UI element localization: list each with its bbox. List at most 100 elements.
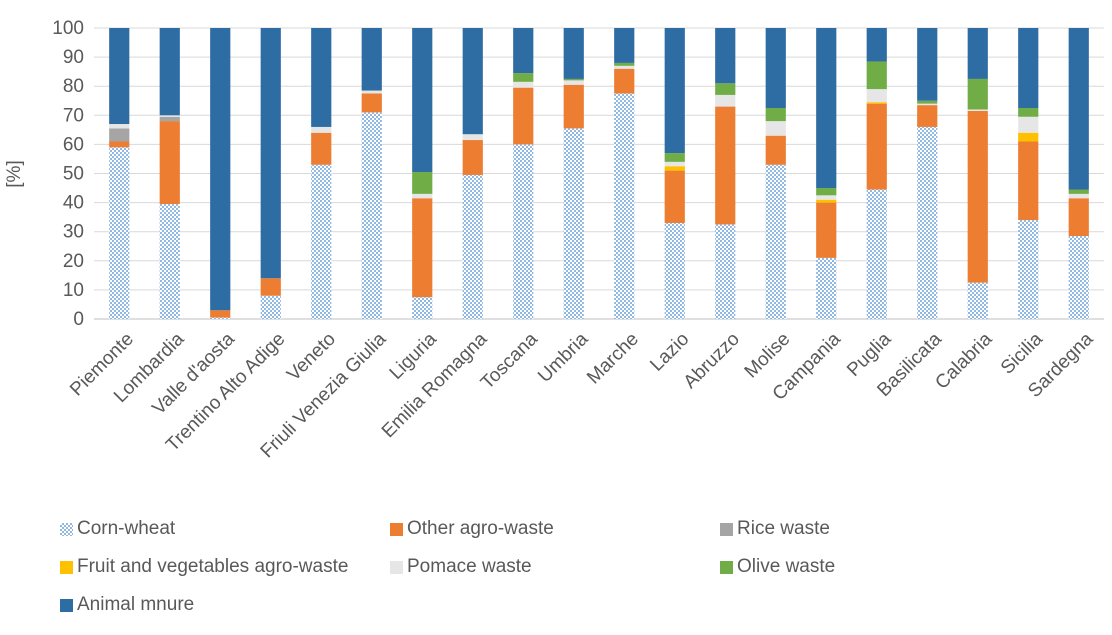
bar-segment bbox=[715, 94, 736, 107]
bar-segment bbox=[412, 172, 433, 194]
bar-segment bbox=[664, 153, 685, 162]
legend-label: Rice waste bbox=[737, 518, 830, 539]
legend-item: Other agro-waste bbox=[390, 518, 554, 540]
bar-segment bbox=[412, 28, 433, 173]
bar-segment bbox=[816, 199, 837, 203]
bar-stack bbox=[462, 28, 483, 319]
legend-item: Olive waste bbox=[720, 556, 835, 578]
bar-stack bbox=[1068, 28, 1089, 319]
legend-swatch bbox=[720, 560, 733, 574]
bar-segment bbox=[563, 80, 584, 85]
bar-segment bbox=[816, 257, 837, 319]
legend-swatch bbox=[60, 598, 73, 612]
bar-segment bbox=[1068, 193, 1089, 199]
bar-segment bbox=[361, 90, 382, 94]
bar-segment bbox=[412, 297, 433, 319]
y-tick-label: 10 bbox=[63, 280, 84, 301]
bar-segment bbox=[311, 132, 332, 165]
y-tick-label: 80 bbox=[63, 76, 84, 97]
y-axis-label: [%] bbox=[4, 160, 25, 187]
bar-segment bbox=[866, 89, 887, 103]
bar-segment bbox=[1068, 28, 1089, 190]
bar-segment bbox=[210, 28, 231, 311]
bar-segment bbox=[967, 28, 988, 79]
bar-segment bbox=[159, 116, 180, 122]
bar-segment bbox=[412, 198, 433, 298]
bar-stack bbox=[917, 28, 938, 319]
bar-segment bbox=[361, 28, 382, 91]
legend-swatch bbox=[720, 522, 733, 536]
x-tick-label: Abruzzo bbox=[680, 329, 744, 393]
bar-segment bbox=[967, 109, 988, 111]
bar-segment bbox=[664, 161, 685, 167]
bar-segment bbox=[1068, 236, 1089, 319]
bar-segment bbox=[109, 28, 130, 125]
bar-segment bbox=[311, 164, 332, 319]
bar-segment bbox=[967, 78, 988, 110]
bar-segment bbox=[1018, 28, 1039, 109]
legend-label: Corn-wheat bbox=[77, 518, 176, 539]
legend-item: Animal mnure bbox=[60, 594, 194, 616]
bar-segment bbox=[513, 28, 534, 74]
bar-segment bbox=[513, 144, 534, 319]
bar-segment bbox=[816, 188, 837, 196]
bar-segment bbox=[967, 282, 988, 319]
bar-segment bbox=[765, 121, 786, 136]
bar-stack bbox=[412, 28, 433, 319]
bar-segment bbox=[109, 147, 130, 319]
legend-label: Fruit and vegetables agro-waste bbox=[77, 556, 349, 577]
bar-segment bbox=[866, 28, 887, 62]
bar-stack bbox=[159, 28, 180, 319]
bar-segment bbox=[563, 78, 584, 81]
y-tick-label: 50 bbox=[63, 164, 84, 185]
x-tick-label: Marche bbox=[583, 329, 643, 389]
x-tick-label: Umbria bbox=[534, 328, 592, 386]
bar-stack bbox=[260, 28, 281, 319]
x-tick-label: Calabria bbox=[931, 328, 996, 393]
bar-segment bbox=[664, 170, 685, 223]
y-tick-label: 20 bbox=[63, 251, 84, 272]
bar-segment bbox=[715, 28, 736, 84]
bar-stack bbox=[311, 28, 332, 319]
bar-segment bbox=[1068, 189, 1089, 194]
y-tick-label: 90 bbox=[63, 47, 84, 68]
legend-swatch bbox=[60, 522, 73, 536]
bar-segment bbox=[664, 28, 685, 154]
y-tick-label: 0 bbox=[73, 309, 84, 330]
bar-stack bbox=[816, 28, 837, 319]
y-tick-label: 70 bbox=[63, 105, 84, 126]
bar-segment bbox=[1068, 198, 1089, 237]
bar-segment bbox=[563, 128, 584, 319]
legend-label: Animal mnure bbox=[77, 594, 195, 615]
bar-segment bbox=[311, 28, 332, 127]
y-tick-label: 40 bbox=[63, 193, 84, 214]
bar-stack bbox=[361, 28, 382, 319]
bar-segment bbox=[967, 110, 988, 283]
bar-segment bbox=[513, 87, 534, 145]
bar-segment bbox=[1018, 220, 1039, 319]
bar-segment bbox=[664, 222, 685, 319]
bar-segment bbox=[260, 278, 281, 296]
bar-segment bbox=[614, 62, 635, 66]
bar-stack bbox=[664, 28, 685, 319]
bar-segment bbox=[210, 317, 231, 319]
bar-segment bbox=[1018, 132, 1039, 142]
bar-segment bbox=[159, 115, 180, 117]
gridlines bbox=[94, 27, 1104, 320]
x-tick-label: Toscana bbox=[477, 328, 542, 393]
bar-segment bbox=[866, 103, 887, 190]
bar-segment bbox=[917, 28, 938, 101]
bar-segment bbox=[462, 174, 483, 319]
bar-segment bbox=[462, 134, 483, 141]
bar-segment bbox=[614, 28, 635, 63]
bar-segment bbox=[513, 81, 534, 88]
legend-item: Fruit and vegetables agro-waste bbox=[60, 556, 348, 578]
bar-segment bbox=[765, 135, 786, 165]
bar-stack bbox=[109, 28, 130, 319]
bar-segment bbox=[159, 121, 180, 205]
bar-segment bbox=[563, 84, 584, 129]
bar-segment bbox=[816, 195, 837, 200]
legend-label: Olive waste bbox=[737, 556, 836, 577]
bar-segment bbox=[109, 128, 130, 142]
